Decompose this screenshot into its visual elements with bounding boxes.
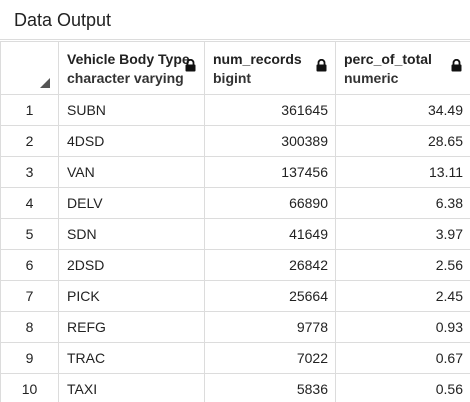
column-name: perc_of_total bbox=[344, 51, 432, 67]
cell-perc-of-total[interactable]: 34.49 bbox=[335, 94, 470, 126]
column-type: numeric bbox=[344, 70, 399, 86]
table-row[interactable]: 9 TRAC 7022 0.67 bbox=[0, 342, 470, 374]
cell-perc-of-total[interactable]: 6.38 bbox=[335, 187, 470, 219]
table-row[interactable]: 8 REFG 9778 0.93 bbox=[0, 311, 470, 343]
table-row[interactable]: 10 TAXI 5836 0.56 bbox=[0, 373, 470, 402]
row-index[interactable]: 1 bbox=[0, 94, 59, 126]
cell-body-type[interactable]: TRAC bbox=[58, 342, 205, 374]
row-index[interactable]: 5 bbox=[0, 218, 59, 250]
cell-perc-of-total[interactable]: 13.11 bbox=[335, 156, 470, 188]
cell-num-records[interactable]: 66890 bbox=[204, 187, 336, 219]
column-type: character varying bbox=[67, 70, 184, 86]
column-header-vehicle-body-type[interactable]: Vehicle Body Type character varying bbox=[58, 41, 205, 95]
table-row[interactable]: 7 PICK 25664 2.45 bbox=[0, 280, 470, 312]
lock-icon bbox=[185, 59, 196, 72]
cell-num-records[interactable]: 9778 bbox=[204, 311, 336, 343]
row-index[interactable]: 4 bbox=[0, 187, 59, 219]
table-row[interactable]: 5 SDN 41649 3.97 bbox=[0, 218, 470, 250]
row-index[interactable]: 8 bbox=[0, 311, 59, 343]
select-all-corner[interactable] bbox=[0, 41, 59, 95]
cell-num-records[interactable]: 26842 bbox=[204, 249, 336, 281]
table-row[interactable]: 6 2DSD 26842 2.56 bbox=[0, 249, 470, 281]
column-name: Vehicle Body Type bbox=[67, 51, 190, 67]
cell-num-records[interactable]: 361645 bbox=[204, 94, 336, 126]
cell-num-records[interactable]: 41649 bbox=[204, 218, 336, 250]
row-index[interactable]: 6 bbox=[0, 249, 59, 281]
cell-body-type[interactable]: SUBN bbox=[58, 94, 205, 126]
row-index[interactable]: 9 bbox=[0, 342, 59, 374]
column-type: bigint bbox=[213, 70, 252, 86]
cell-perc-of-total[interactable]: 3.97 bbox=[335, 218, 470, 250]
table-row[interactable]: 1 SUBN 361645 34.49 bbox=[0, 94, 470, 126]
cell-perc-of-total[interactable]: 0.67 bbox=[335, 342, 470, 374]
cell-num-records[interactable]: 25664 bbox=[204, 280, 336, 312]
cell-num-records[interactable]: 7022 bbox=[204, 342, 336, 374]
header-row: Vehicle Body Type character varying num_… bbox=[0, 41, 470, 95]
cell-body-type[interactable]: TAXI bbox=[58, 373, 205, 402]
data-output-tab[interactable]: Data Output bbox=[0, 0, 470, 40]
table-row[interactable]: 4 DELV 66890 6.38 bbox=[0, 187, 470, 219]
cell-perc-of-total[interactable]: 0.93 bbox=[335, 311, 470, 343]
cell-body-type[interactable]: PICK bbox=[58, 280, 205, 312]
table-row[interactable]: 2 4DSD 300389 28.65 bbox=[0, 125, 470, 157]
cell-body-type[interactable]: VAN bbox=[58, 156, 205, 188]
column-header-num-records[interactable]: num_records bigint bbox=[204, 41, 336, 95]
cell-perc-of-total[interactable]: 0.56 bbox=[335, 373, 470, 402]
results-grid: Vehicle Body Type character varying num_… bbox=[0, 41, 470, 402]
cell-perc-of-total[interactable]: 2.45 bbox=[335, 280, 470, 312]
cell-num-records[interactable]: 137456 bbox=[204, 156, 336, 188]
corner-triangle-icon bbox=[40, 78, 50, 88]
lock-icon bbox=[451, 59, 462, 72]
cell-body-type[interactable]: DELV bbox=[58, 187, 205, 219]
cell-body-type[interactable]: 4DSD bbox=[58, 125, 205, 157]
cell-num-records[interactable]: 300389 bbox=[204, 125, 336, 157]
row-index[interactable]: 2 bbox=[0, 125, 59, 157]
cell-num-records[interactable]: 5836 bbox=[204, 373, 336, 402]
cell-body-type[interactable]: REFG bbox=[58, 311, 205, 343]
column-header-perc-of-total[interactable]: perc_of_total numeric bbox=[335, 41, 470, 95]
cell-body-type[interactable]: SDN bbox=[58, 218, 205, 250]
row-index[interactable]: 10 bbox=[0, 373, 59, 402]
cell-perc-of-total[interactable]: 28.65 bbox=[335, 125, 470, 157]
row-index[interactable]: 7 bbox=[0, 280, 59, 312]
row-index[interactable]: 3 bbox=[0, 156, 59, 188]
data-output-title: Data Output bbox=[14, 10, 112, 30]
table-row[interactable]: 3 VAN 137456 13.11 bbox=[0, 156, 470, 188]
cell-body-type[interactable]: 2DSD bbox=[58, 249, 205, 281]
lock-icon bbox=[316, 59, 327, 72]
cell-perc-of-total[interactable]: 2.56 bbox=[335, 249, 470, 281]
column-name: num_records bbox=[213, 51, 302, 67]
